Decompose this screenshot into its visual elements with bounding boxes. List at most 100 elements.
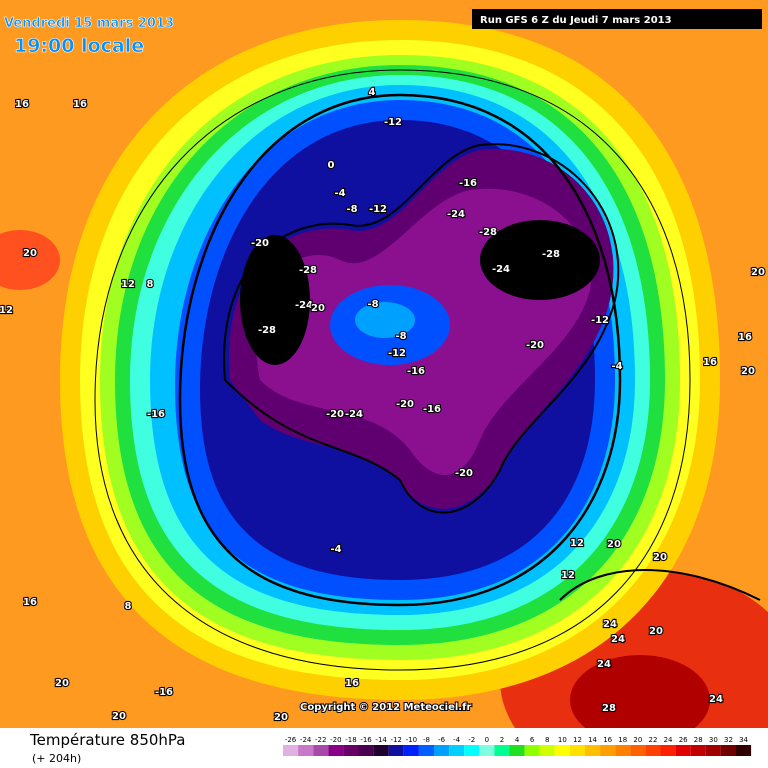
colorbar-cell bbox=[313, 745, 329, 756]
colorbar-tick-label: 14 bbox=[588, 736, 597, 744]
contour-label: 20 bbox=[274, 712, 288, 723]
contour-label: -20 bbox=[251, 238, 269, 249]
contour-label: 16 bbox=[738, 332, 752, 343]
contour-line bbox=[178, 93, 622, 607]
contour-label: 20 bbox=[741, 366, 755, 377]
colorbar-tick-label: 22 bbox=[648, 736, 657, 744]
colorbar: -26 -24 -22 -20 -18 -16 -14 -12 -10 -8 -6 -4 -2 0 2 4 6 8… bbox=[283, 736, 752, 756]
contour-label: -20 bbox=[396, 399, 414, 410]
colorbar-cell bbox=[418, 745, 434, 756]
contour-label: -16 bbox=[407, 366, 425, 377]
contour-label: -12 bbox=[591, 315, 609, 326]
colorbar-tick-label: -22 bbox=[315, 736, 326, 744]
contour-label: -24 bbox=[492, 264, 510, 275]
contour-label: -16 bbox=[423, 404, 441, 415]
contour-label: 20 bbox=[112, 711, 126, 722]
colorbar-cell bbox=[736, 745, 752, 756]
contour-label: 16 bbox=[73, 99, 87, 110]
contour-label: -24 bbox=[447, 209, 465, 220]
colorbar-tick-label: 12 bbox=[573, 736, 582, 744]
colorbar-cell bbox=[705, 745, 721, 756]
colorbar-cell bbox=[690, 745, 706, 756]
colorbar-cell bbox=[494, 745, 510, 756]
colorbar-tick-label: 28 bbox=[694, 736, 703, 744]
contour-label: -20 bbox=[251, 238, 269, 249]
contour-label: 16 bbox=[703, 357, 717, 368]
contour-label: -8 bbox=[346, 204, 357, 215]
contour-label: 12 bbox=[561, 570, 575, 581]
colorbar-tick-label: -4 bbox=[453, 736, 461, 744]
contour-line bbox=[94, 69, 691, 671]
contour-label: 20 bbox=[311, 303, 325, 314]
temperature-field bbox=[570, 655, 710, 728]
contour-label: -8 bbox=[367, 299, 378, 310]
colorbar-tick-label: -24 bbox=[300, 736, 312, 744]
contour-label: -4 bbox=[330, 544, 341, 555]
contour-label: 24 bbox=[603, 619, 617, 630]
contour-label: -4 bbox=[334, 188, 345, 199]
contour-label: -16 bbox=[155, 687, 173, 698]
colorbar-tick-label: -10 bbox=[406, 736, 417, 744]
colorbar-tick-label: 24 bbox=[664, 736, 673, 744]
contour-label: -4 bbox=[611, 361, 622, 372]
colorbar-cell bbox=[283, 745, 299, 756]
colorbar-tick-label: -8 bbox=[423, 736, 430, 744]
contour-label: 16 bbox=[15, 99, 29, 110]
contour-label: 24 bbox=[709, 694, 723, 705]
colorbar-cell bbox=[388, 745, 404, 756]
contour-label: 16 bbox=[23, 597, 37, 608]
colorbar-tick-label: 34 bbox=[739, 736, 748, 744]
colorbar-tick-label: -18 bbox=[345, 736, 356, 744]
run-box bbox=[472, 9, 762, 29]
colorbar-cell bbox=[645, 745, 661, 756]
colorbar-cell bbox=[298, 745, 314, 756]
colorbar-tick-label: -6 bbox=[438, 736, 446, 744]
colorbar-tick-label: -12 bbox=[391, 736, 402, 744]
contour-label: 28 bbox=[602, 703, 616, 714]
colorbar-tick-label: -16 bbox=[360, 736, 372, 744]
colorbar-tick-label: 10 bbox=[558, 736, 567, 744]
colorbar-cell bbox=[585, 745, 601, 756]
colorbar-tick-label: 32 bbox=[724, 736, 733, 744]
colorbar-cell bbox=[660, 745, 676, 756]
colorbar-tick-label: 0 bbox=[485, 736, 489, 744]
colorbar-cell bbox=[343, 745, 359, 756]
contour-label: -12 bbox=[384, 117, 402, 128]
colorbar-tick-label: 8 bbox=[545, 736, 549, 744]
colorbar-tick-label: -2 bbox=[468, 736, 475, 744]
contour-label: 16 bbox=[345, 678, 359, 689]
colorbar-cell bbox=[509, 745, 525, 756]
copyright: Copyright © 2012 Meteociel.fr bbox=[300, 702, 471, 713]
colorbar-tick-label: 2 bbox=[500, 736, 504, 744]
colorbar-cell bbox=[720, 745, 736, 756]
contour-label: 20 bbox=[649, 626, 663, 637]
contour-label: 12 bbox=[121, 279, 135, 290]
contour-label: -20 bbox=[526, 340, 544, 351]
time: 19:00 locale bbox=[14, 35, 144, 57]
contour-label: -12 bbox=[388, 348, 406, 359]
contour-label: -12 bbox=[369, 204, 387, 215]
colorbar-cell bbox=[373, 745, 389, 756]
temperature-field bbox=[355, 302, 415, 338]
colorbar-tick-label: 30 bbox=[709, 736, 718, 744]
contour-label: 8 bbox=[147, 279, 154, 290]
contour-label: 0 bbox=[328, 160, 335, 171]
contour-label: 4 bbox=[369, 87, 376, 98]
contour-label: -20 bbox=[455, 468, 473, 479]
contour-label: 24 bbox=[611, 634, 625, 645]
colorbar-cell bbox=[524, 745, 540, 756]
contour-label: 20 bbox=[751, 267, 765, 278]
contour-label: -16 bbox=[147, 409, 165, 420]
contour-label: 20 bbox=[653, 552, 667, 563]
colorbar-cell bbox=[434, 745, 450, 756]
colorbar-tick-label: 26 bbox=[679, 736, 688, 744]
contour-label: 24 bbox=[597, 659, 611, 670]
date: Vendredi 15 mars 2013 bbox=[4, 16, 174, 31]
contour-label: 12 bbox=[570, 538, 584, 549]
contour-label: -8 bbox=[395, 331, 406, 342]
colorbar-cell bbox=[615, 745, 631, 756]
colorbar-cell bbox=[449, 745, 465, 756]
colorbar-cell bbox=[554, 745, 570, 756]
